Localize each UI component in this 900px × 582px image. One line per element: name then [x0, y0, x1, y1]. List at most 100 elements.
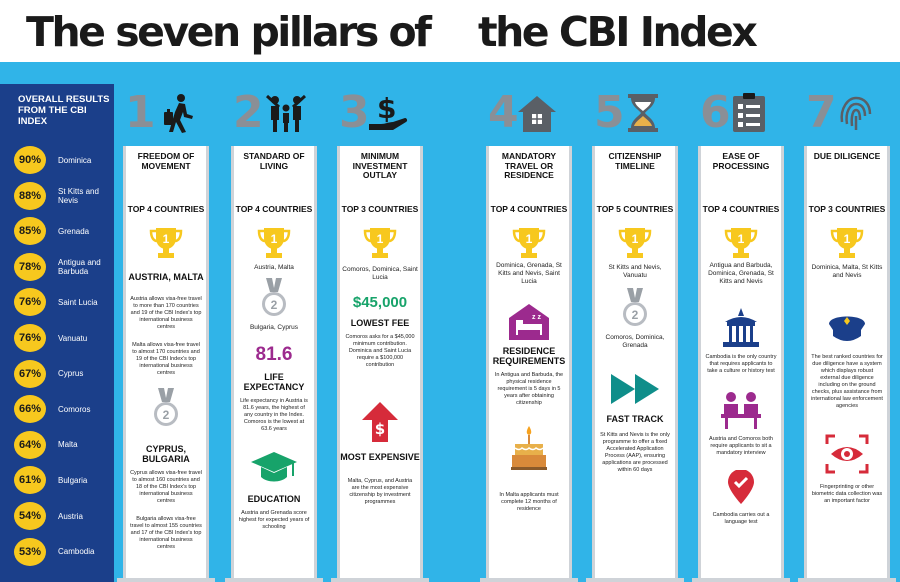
pillar-title: DUE DILIGENCE [813, 151, 881, 161]
svg-text:1: 1 [271, 232, 278, 246]
ranking-country: Vanuatu [58, 333, 88, 343]
ranking-country: Saint Lucia [58, 297, 98, 307]
pillar-header: 7 [804, 88, 890, 150]
pillar-column: CITIZENSHIP TIMELINE TOP 5 COUNTRIES 1 S… [592, 146, 678, 582]
ranking-percentage: 76% [14, 288, 46, 317]
fast-track-label: FAST TRACK [606, 414, 664, 424]
ranking-row: 54% Austria [14, 502, 114, 532]
ranking-row: 67% Cyprus [14, 359, 114, 390]
life-expectancy-detail: Life expectancy in Austria is 81.6 years… [240, 398, 308, 432]
language-test-detail: Cambodia carries out a language test [712, 512, 770, 525]
pillar-header: 3 $ [337, 88, 423, 150]
gold-countries: Comoros, Dominica, Saint Lucia [342, 266, 418, 282]
pillar-title: CITIZENSHIP TIMELINE [608, 151, 662, 171]
pillar-base [225, 578, 323, 582]
hourglass-icon [628, 94, 658, 132]
police-cap-icon [829, 316, 865, 341]
residence-requirements-detail: In Antigua and Barbuda, the physical res… [494, 372, 564, 406]
pillar-column: EASE OF PROCESSING TOP 4 COUNTRIES 1 Ant… [698, 146, 784, 582]
svg-text:1: 1 [377, 232, 384, 246]
silver-medal-icon: 2 [623, 288, 647, 326]
gold-countries: Austria, Malta [254, 264, 294, 271]
ranking-row: 61% Bulgaria [14, 466, 114, 496]
birthday-cake-icon [511, 426, 547, 470]
silver-medal-icon: 2 [262, 278, 286, 316]
interview-detail: Austria and Comoros both require applica… [709, 436, 773, 456]
education-label: EDUCATION [247, 494, 301, 504]
pillar-number: 7 [806, 87, 837, 138]
pillar-base [480, 578, 578, 582]
ranking-percentage: 53% [14, 537, 46, 566]
ranking-percentage: 66% [14, 395, 46, 424]
ranking-row: 88% St Kitts and Nevis [14, 181, 114, 212]
gold-trophy-icon: 1 [618, 228, 652, 258]
sidebar-title: OVERALL RESULTS FROM THE CBI INDEX [18, 94, 110, 127]
pillar-title: MINIMUM INVESTMENT OUTLAY [352, 151, 408, 180]
ranking-row: 90% Dominica [14, 146, 114, 176]
bed-icon: z z [509, 304, 549, 340]
education-detail: Austria and Grenada score highest for ex… [238, 510, 310, 530]
fingerprint-icon [840, 96, 872, 130]
malta-detail: Malta allows visa-free travel to almost … [132, 342, 200, 376]
svg-text:$: $ [377, 92, 396, 125]
pillar-column: DUE DILIGENCE TOP 3 COUNTRIES 1 Dominica… [804, 146, 890, 582]
pillar-header: 5 [592, 88, 678, 150]
pillar-base [798, 578, 896, 582]
pillar-due-diligence: 7 DUE DILIGENCE TOP 3 COUNTRIES 1 Domini… [798, 88, 896, 582]
ranking-percentage: 67% [14, 359, 46, 388]
pillar-column: MINIMUM INVESTMENT OUTLAY TOP 3 COUNTRIE… [337, 146, 423, 582]
ranking-percentage: 88% [14, 181, 46, 210]
pillar-mandatory-residence: 4 MANDATORY TRAVEL OR RESIDENCE TOP 4 CO… [480, 87, 578, 582]
pillar-column: FREEDOM OF MOVEMENT TOP 4 COUNTRIES 1 AU… [123, 146, 209, 582]
pillar-number: 4 [488, 87, 519, 138]
ranking-country: Cyprus [58, 369, 84, 379]
gold-countries: St Kitts and Nevis, Vanuatu [608, 264, 662, 280]
svg-text:1: 1 [526, 232, 533, 246]
money-hand-icon: $ [369, 92, 408, 130]
ranking-percentage: 54% [14, 502, 46, 530]
ranking-country: Bulgaria [58, 475, 88, 485]
ranking-row: 64% Malta [14, 430, 114, 461]
silver-countries: CYPRUS, BULGARIA [142, 444, 190, 464]
page-title: The seven pillars of the CBI Index [26, 4, 896, 62]
residence-requirements-label: RESIDENCE REQUIREMENTS [492, 346, 566, 366]
overall-results-sidebar: OVERALL RESULTS FROM THE CBI INDEX 90% Do… [0, 84, 114, 582]
gold-trophy-icon: 1 [830, 228, 864, 258]
pillar-number: 6 [700, 87, 731, 138]
pillar-freedom-of-movement: 1 FREEDOM OF MOVEMENT TOP 4 COUNTRIES 1 … [117, 88, 215, 582]
pillar-title: EASE OF PROCESSING [712, 151, 770, 171]
silver-countries: Bulgaria, Cyprus [249, 324, 299, 331]
pillar-column: MANDATORY TRAVEL OR RESIDENCE TOP 4 COUN… [486, 146, 572, 582]
ranking-percentage: 76% [14, 324, 46, 352]
gold-trophy-icon: 1 [257, 228, 291, 258]
ranking-row: 76% Saint Lucia [14, 288, 114, 318]
pillar-title: MANDATORY TRAVEL OR RESIDENCE [501, 151, 557, 180]
pillar-base [692, 578, 790, 582]
pillar-title: FREEDOM OF MOVEMENT [137, 151, 195, 171]
ranking-country: St Kitts and Nevis [58, 186, 99, 205]
ranking-country: Malta [58, 440, 78, 450]
ranking-row: 76% Vanuatu [14, 324, 114, 354]
checklist-icon [733, 93, 765, 132]
ranking-percentage: 61% [14, 466, 46, 495]
pillar-number: 3 [339, 87, 370, 138]
pillar-number: 2 [233, 87, 264, 138]
gold-countries: Antigua and Barbuda, Dominica, Grenada, … [708, 262, 774, 286]
cyprus-detail: Cyprus allows visa-free travel to almost… [130, 470, 202, 504]
top-countries-label: TOP 3 COUNTRIES [808, 204, 886, 214]
life-expectancy-label: LIFE EXPECTANCY [243, 372, 305, 392]
pillar-title: STANDARD OF LIVING [243, 151, 305, 171]
most-expensive-detail: Malta, Cyprus, and Austria are the most … [347, 478, 413, 505]
top-countries-label: TOP 4 COUNTRIES [702, 204, 780, 214]
ranking-percentage: 78% [14, 252, 46, 281]
svg-text:1: 1 [844, 232, 851, 246]
svg-text:2: 2 [271, 298, 278, 312]
biometric-detail: Fingerprinting or other biometric data c… [811, 484, 883, 504]
traveler-icon [164, 94, 193, 133]
ranking-percentage: 64% [14, 430, 46, 459]
temple-icon [723, 308, 759, 347]
svg-text:$: $ [375, 420, 385, 438]
top-countries-label: TOP 4 COUNTRIES [490, 204, 568, 214]
top-countries-label: TOP 4 COUNTRIES [127, 204, 205, 214]
svg-text:2: 2 [632, 308, 639, 322]
